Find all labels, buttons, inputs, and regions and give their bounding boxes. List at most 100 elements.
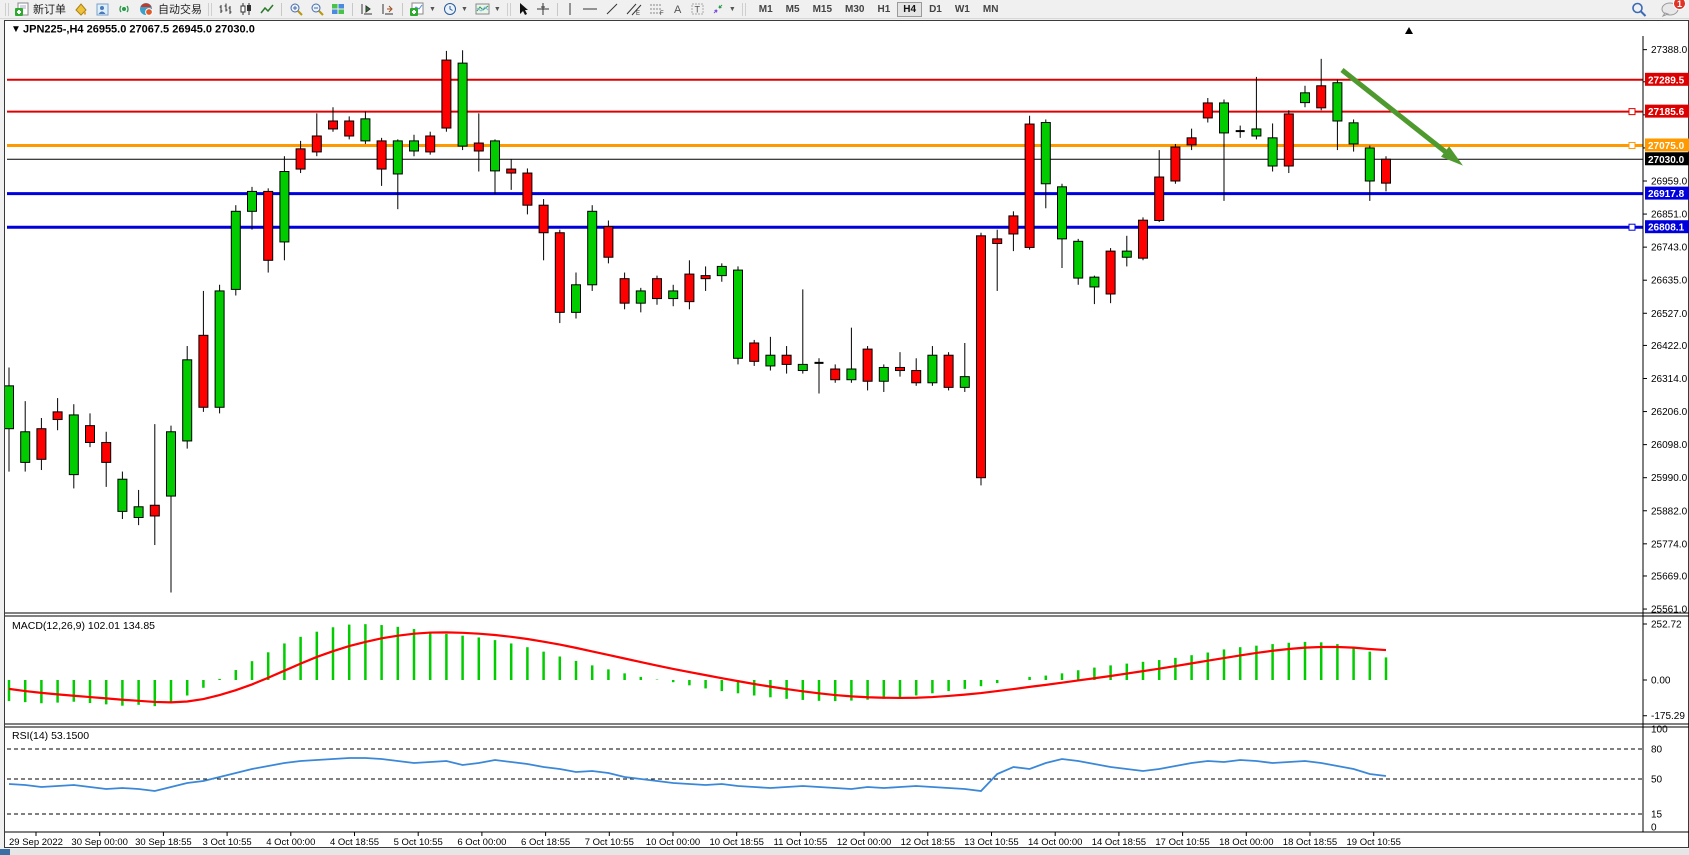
notifications-icon[interactable]: 1 [1661, 0, 1686, 22]
autotrade-button[interactable]: 自动交易 [136, 1, 205, 17]
toolbar-grip[interactable] [208, 2, 212, 16]
cursor-icon [517, 2, 529, 16]
date-tick-label: 18 Oct 00:00 [1219, 837, 1273, 847]
signal-button[interactable] [114, 1, 135, 17]
price-level-badge [1645, 220, 1689, 234]
timeframe-group: M1 M5 M15 M30 H1 H4 D1 W1 MN [753, 1, 1005, 17]
date-tick-label: 12 Oct 00:00 [837, 837, 891, 847]
price-tick-label: 26743.0 [1651, 243, 1688, 254]
arrows-tool-button[interactable]: ▼ [708, 1, 739, 17]
bear-candle [749, 342, 760, 362]
bull-candle [279, 171, 290, 243]
periods-button[interactable]: ▼ [440, 1, 471, 17]
chart-shift-marker[interactable] [1405, 27, 1413, 34]
timeframe-button-M5[interactable]: M5 [785, 3, 800, 15]
zoom-in-button[interactable] [286, 1, 306, 17]
timeframe-button-H1[interactable]: H1 [877, 3, 891, 15]
timeframe-button-M30[interactable]: M30 [845, 3, 865, 15]
price-level-badge [1645, 72, 1689, 86]
add-indicator-icon [410, 2, 425, 16]
timeframe-button-M1[interactable]: M1 [758, 3, 773, 15]
date-tick-label: 7 Oct 10:55 [585, 837, 634, 847]
bull-candle [117, 478, 128, 512]
toolbar-grip[interactable] [506, 2, 511, 16]
line-chart-button[interactable] [257, 1, 277, 17]
price-tick-label: 26959.0 [1651, 177, 1688, 188]
candlestick-chart-icon [239, 2, 253, 16]
new-order-button[interactable]: 新订单 [12, 1, 69, 17]
cursor-tool-button[interactable] [514, 1, 532, 17]
chart-canvas[interactable]: ▼ JPN225-,H4 26955.0 27067.5 26945.0 2703… [5, 21, 1689, 847]
templates-button[interactable]: ▼ [472, 1, 504, 17]
trendline-tool-button[interactable] [602, 1, 622, 17]
macd-label: MACD(12,26,9) 102.01 134.85 [12, 620, 155, 632]
vertical-line-tool-button[interactable] [562, 1, 578, 17]
bull-candle [1332, 82, 1343, 122]
search-icon[interactable] [1631, 2, 1647, 22]
crosshair-icon [536, 2, 550, 16]
price-tick-label: 25669.0 [1651, 571, 1688, 582]
bear-candle [425, 135, 436, 153]
add-indicator-button[interactable]: ▼ [407, 1, 439, 17]
horizontal-line-tool-button[interactable] [579, 1, 601, 17]
bull-candle [5, 385, 14, 430]
timeframe-button-D1[interactable]: D1 [929, 3, 942, 15]
line-handle[interactable] [1628, 108, 1636, 116]
notification-count-badge: 1 [1673, 0, 1686, 10]
main-toolbar: 新订单 自动交易 ▼ ▼ ▼ E F A T ▼ M1 M5 M15 M30 H1 H4 D… [0, 0, 1689, 19]
bear-candle [1316, 85, 1327, 109]
bear-candle [781, 354, 792, 365]
bull-candle [1364, 147, 1375, 182]
auto-scroll-button[interactable] [378, 1, 398, 17]
date-tick-label: 12 Oct 18:55 [901, 837, 955, 847]
symbol-dropdown[interactable]: ▼ [11, 24, 21, 35]
date-tick-label: 10 Oct 18:55 [709, 837, 763, 847]
channel-tool-button[interactable]: E [623, 1, 645, 17]
bull-candle [490, 140, 500, 172]
new-order-label: 新订单 [33, 4, 66, 16]
bear-candle [1024, 123, 1035, 248]
timeframe-button-M15[interactable]: M15 [812, 3, 833, 15]
toolbar-grip[interactable] [741, 2, 746, 16]
svg-text:E: E [636, 11, 640, 16]
trend-arrow-head[interactable] [1441, 146, 1463, 166]
trend-arrow-line[interactable] [1340, 68, 1454, 159]
fibonacci-tool-button[interactable]: F [646, 1, 668, 17]
macd-tick-label: -175.29 [1651, 711, 1685, 722]
zoom-out-button[interactable] [307, 1, 327, 17]
rsi-tick-label: 100 [1651, 725, 1668, 736]
line-handle[interactable] [1628, 141, 1636, 149]
bull-candle [68, 414, 79, 476]
chart-window[interactable]: ▼ JPN225-,H4 26955.0 27067.5 26945.0 2703… [4, 20, 1689, 848]
candlestick-chart-button[interactable] [236, 1, 256, 17]
styler-button[interactable] [70, 1, 91, 17]
vertical-line-icon [565, 2, 575, 16]
svg-text:T: T [694, 5, 700, 15]
trendline-icon [605, 2, 619, 16]
text-label-icon: T [691, 2, 704, 16]
bull-candle [133, 506, 144, 518]
bull-candle [247, 190, 257, 212]
tile-windows-button[interactable] [328, 1, 348, 17]
bear-candle [1186, 137, 1197, 146]
text-tool-button[interactable]: A [669, 1, 687, 17]
bear-candle [149, 504, 160, 517]
paint-bucket-icon [73, 2, 88, 16]
timeframe-button-H4[interactable]: H4 [897, 1, 923, 17]
bar-chart-button[interactable] [215, 1, 235, 17]
bear-candle [376, 140, 387, 170]
timeframe-button-W1[interactable]: W1 [954, 3, 970, 15]
rsi-tick-label: 15 [1651, 810, 1663, 821]
timeframe-button-MN[interactable]: MN [982, 3, 999, 15]
crosshair-tool-button[interactable] [533, 1, 553, 17]
macd-signal-line [8, 631, 1387, 704]
profile-button[interactable] [92, 1, 113, 17]
toolbar-grip[interactable] [5, 2, 9, 16]
chart-shift-icon [360, 2, 374, 16]
label-tool-button[interactable]: T [688, 1, 707, 17]
svg-text:F: F [660, 11, 664, 16]
line-handle[interactable] [1628, 223, 1636, 231]
signal-icon [117, 2, 132, 16]
chart-shift-button[interactable] [357, 1, 377, 17]
autotrade-label: 自动交易 [158, 4, 202, 16]
